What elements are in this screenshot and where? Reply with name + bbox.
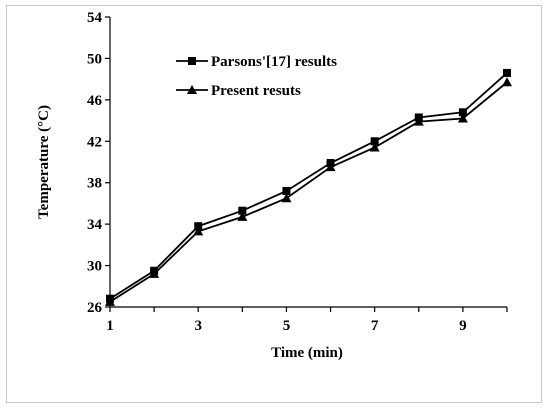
legend-marker-square: [188, 57, 196, 65]
chart-frame: [6, 5, 542, 403]
data-point-square: [503, 68, 511, 77]
data-point-square: [238, 206, 247, 215]
series-layer: [105, 68, 512, 306]
x-axis-label: Time (min): [271, 345, 343, 361]
data-point-triangle: [413, 116, 424, 126]
series-line: [109, 72, 508, 300]
data-point-square: [370, 137, 379, 146]
series-parsons: [106, 68, 511, 303]
y-tick-label: 42: [87, 134, 102, 150]
x-tick-label: 3: [194, 318, 202, 334]
x-tick-label: 5: [283, 318, 291, 334]
y-tick-label: 50: [87, 51, 102, 67]
data-point-triangle: [502, 77, 512, 87]
legend-entry: Parsons'[17] results: [176, 54, 337, 70]
axes: 26 30 34 38 42 46 50 54 1 3 5 7 9: [87, 10, 508, 334]
data-point-square: [194, 222, 203, 231]
legend-entry: Present resuts: [176, 83, 301, 99]
y-tick-label: 26: [87, 300, 103, 316]
y-tick-label: 54: [87, 10, 103, 26]
data-point-triangle: [193, 226, 204, 236]
legend-label: Parsons'[17] results: [211, 54, 337, 70]
series-line: [109, 81, 508, 303]
data-point-triangle: [149, 268, 160, 278]
data-point-triangle: [281, 193, 292, 203]
legend-label: Present resuts: [211, 83, 301, 99]
data-point-triangle: [105, 296, 115, 306]
y-tick-label: 34: [87, 217, 103, 233]
legend: Parsons'[17] results Present resuts: [176, 54, 337, 99]
data-point-triangle: [325, 162, 336, 172]
x-tick-label: 1: [106, 318, 114, 334]
legend-marker-triangle: [187, 85, 197, 94]
data-point-triangle: [237, 211, 248, 221]
data-point-square: [282, 187, 291, 195]
series-present: [105, 77, 512, 306]
y-axis-label: Temperature (°C): [36, 105, 52, 219]
data-point-square: [458, 108, 467, 117]
data-point-triangle: [369, 142, 380, 152]
y-tick-label: 38: [87, 176, 102, 192]
data-point-triangle: [457, 113, 468, 123]
y-tick-label: 30: [87, 259, 102, 275]
y-tick-label: 46: [87, 93, 103, 109]
x-tick-label: 7: [371, 318, 379, 334]
x-tick-label: 9: [459, 318, 467, 334]
